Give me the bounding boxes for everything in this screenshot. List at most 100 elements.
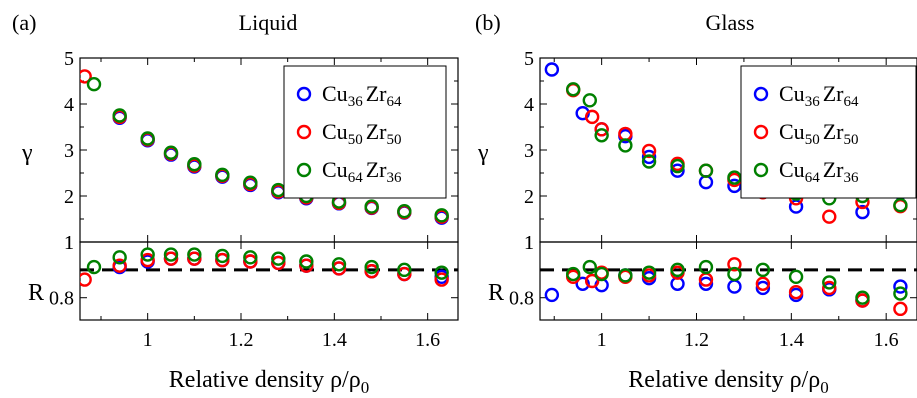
x-axis-label: Relative density ρ/ρ0: [628, 367, 828, 397]
legend-entry: Cu36 Zr64: [322, 81, 402, 110]
x-axis-label-text: Relative density ρ/ρ: [628, 367, 820, 393]
y-axis-label-gamma: γ: [21, 140, 33, 166]
gamma-point-Cu64Zr36: [641, 154, 657, 169]
r-point-Cu50Zr50: [299, 258, 314, 273]
x-tick-label: 1.4: [322, 329, 347, 351]
legend-box: [740, 65, 917, 199]
gamma-point-Cu64Zr36: [434, 208, 449, 223]
legend-element: Zr: [823, 81, 844, 106]
r-point-Cu64Zr36: [618, 268, 633, 283]
y-axis-label-r: R: [28, 280, 44, 306]
r-point-Cu36Zr64: [698, 276, 714, 291]
legend-element: Cu: [322, 157, 348, 182]
x-tick-label: 1.4: [779, 329, 804, 351]
gamma-point-Cu36Zr64: [698, 174, 714, 190]
gamma-point-Cu64Zr36: [163, 145, 179, 160]
r-point-Cu64Zr36: [112, 250, 127, 265]
legend-marker: [296, 162, 312, 178]
r-point-Cu50Zr50: [112, 258, 127, 273]
r-point-Cu50Zr50: [140, 252, 155, 268]
r-point-Cu50Zr50: [822, 280, 837, 296]
legend-marker: [296, 124, 312, 140]
legend-entry: Cu64 Zr36: [779, 157, 859, 186]
bottom-plot-frame: [79, 241, 459, 321]
r-point-Cu64Zr36: [582, 259, 597, 275]
gamma-point-Cu64Zr36: [594, 128, 609, 143]
gamma-point-Cu50Zr50: [822, 209, 837, 224]
legend-subscript: 64: [843, 94, 859, 110]
x-axis-label: Relative density ρ/ρ0: [169, 367, 369, 397]
r-point-Cu50Zr50: [584, 273, 600, 289]
chart-title: Liquid: [239, 10, 298, 35]
r-point-Cu64Zr36: [822, 275, 837, 290]
r-point-Cu64Zr36: [434, 265, 449, 280]
legend-element: Zr: [823, 157, 844, 182]
r-point-Cu64Zr36: [641, 265, 657, 280]
r-point-Cu64Zr36: [215, 248, 230, 264]
y-tick-label: 0.8: [509, 288, 534, 310]
r-point-Cu64Zr36: [788, 269, 804, 285]
x-tick-label: 1: [597, 329, 607, 351]
legend-subscript: 64: [348, 170, 364, 186]
r-point-Cu64Zr36: [727, 266, 742, 282]
x-tick-label: 1.2: [684, 329, 709, 351]
bottom-markers: [544, 257, 908, 317]
r-point-Cu64Zr36: [299, 254, 314, 269]
legend-entry: Cu50 Zr50: [322, 119, 401, 148]
x-axis-label-subscript: 0: [361, 378, 370, 397]
r-point-Cu50Zr50: [80, 272, 92, 287]
r-point-Cu64Zr36: [397, 262, 412, 278]
r-point-Cu50Zr50: [163, 251, 179, 266]
r-point-Cu36Zr64: [755, 280, 771, 296]
y-axis-label-gamma: γ: [477, 140, 489, 166]
gamma-point-Cu50Zr50: [641, 143, 657, 159]
x-tick-label: 1.6: [874, 329, 899, 351]
legend-element: Zr: [366, 81, 387, 106]
gamma-point-Cu36Zr64: [544, 62, 560, 77]
r-point-Cu50Zr50: [364, 264, 379, 279]
bottom-plot-frame: [539, 241, 917, 321]
gamma-point-Cu36Zr64: [670, 163, 685, 178]
gamma-point-Cu64Zr36: [112, 108, 127, 123]
r-point-Cu50Zr50: [893, 301, 908, 317]
y-tick-label: 1: [64, 232, 74, 254]
gamma-point-Cu64Zr36: [243, 175, 258, 190]
legend-element: Zr: [823, 119, 844, 144]
r-point-Cu64Zr36: [698, 259, 714, 275]
legend-subscript: 36: [386, 170, 402, 186]
r-point-Cu64Zr36: [364, 259, 379, 275]
legend-subscript: 50: [805, 132, 820, 148]
legend-entry: Cu64 Zr36: [322, 157, 402, 186]
y-tick-label: 5: [524, 48, 534, 70]
gamma-point-Cu64Zr36: [86, 77, 102, 92]
r-point-Cu50Zr50: [727, 257, 742, 272]
r-point-Cu64Zr36: [163, 247, 179, 262]
gamma-point-Cu64Zr36: [397, 203, 412, 219]
gamma-point-Cu64Zr36: [565, 82, 581, 97]
legend-element: Zr: [366, 157, 387, 182]
y-tick-label: 5: [64, 48, 74, 70]
r-point-Cu50Zr50: [788, 284, 804, 300]
r-point-Cu64Zr36: [86, 259, 102, 275]
r-point-Cu50Zr50: [755, 276, 771, 291]
legend-element: Cu: [322, 119, 348, 144]
panel-label: (a): [12, 10, 36, 35]
gamma-point-Cu64Zr36: [140, 131, 155, 146]
legend-element: Cu: [779, 119, 805, 144]
gamma-point-Cu64Zr36: [698, 163, 714, 178]
r-point-Cu64Zr36: [670, 262, 685, 278]
r-point-Cu36Zr64: [893, 279, 908, 294]
y-axis-label-r: R: [488, 280, 504, 306]
gamma-point-Cu50Zr50: [80, 69, 92, 84]
r-point-Cu50Zr50: [331, 261, 347, 276]
gamma-point-Cu64Zr36: [364, 199, 379, 214]
legend-subscript: 36: [805, 94, 821, 110]
gamma-point-Cu36Zr64: [855, 204, 870, 220]
gamma-point-Cu64Zr36: [618, 138, 633, 153]
legend-subscript: 50: [843, 132, 858, 148]
gamma-point-Cu64Zr36: [187, 157, 202, 172]
legend-subscript: 36: [348, 94, 364, 110]
y-tick-label: 1: [64, 232, 74, 254]
